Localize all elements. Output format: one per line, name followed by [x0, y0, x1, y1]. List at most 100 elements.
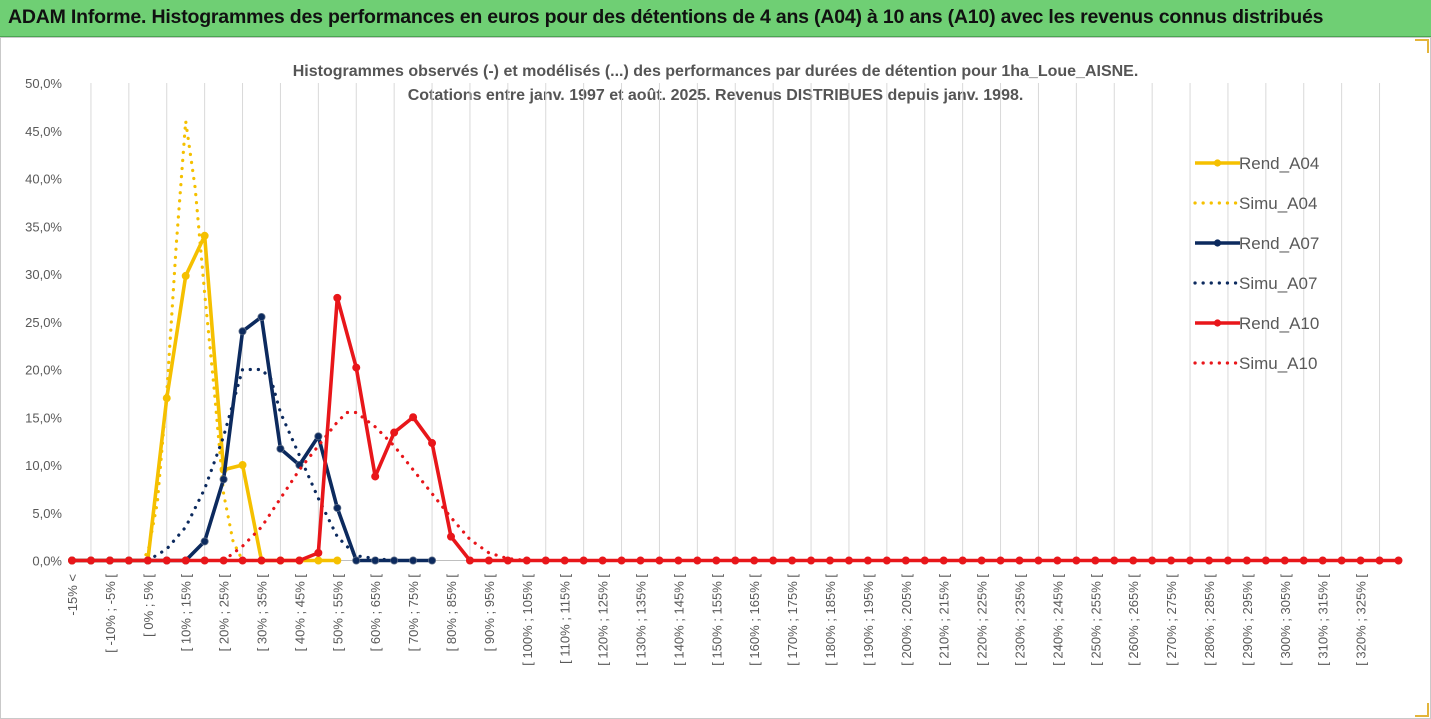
- y-tick-label: 35,0%: [25, 219, 62, 234]
- x-tick-label: [ 70% ; 75% [: [406, 574, 421, 652]
- data-point: [693, 556, 702, 565]
- data-point: [541, 556, 550, 565]
- data-point: [636, 556, 645, 565]
- x-tick-label: [ 240% ; 245% [: [1050, 574, 1065, 666]
- report-title: ADAM Informe. Histogrammes des performan…: [8, 6, 1324, 28]
- data-point: [844, 556, 853, 565]
- grid-layer: [90, 83, 1381, 561]
- data-point: [1034, 556, 1043, 565]
- x-tick-label: [ -10% ; -5% [: [103, 574, 118, 653]
- data-point: [238, 460, 247, 469]
- x-tick-label: [ 190% ; 195% [: [861, 574, 876, 666]
- data-point: [276, 444, 285, 453]
- data-point: [390, 428, 399, 437]
- data-point: [769, 556, 778, 565]
- x-tick-label: [ 320% ; 325% [: [1354, 574, 1369, 666]
- legend-label: Simu_A04: [1239, 194, 1317, 213]
- data-point: [257, 312, 266, 321]
- series-line-simu-a04: [138, 119, 264, 563]
- x-tick-label: [ 160% ; 165% [: [747, 574, 762, 666]
- data-point: [86, 556, 95, 565]
- data-point: [1205, 556, 1214, 565]
- data-point: [1015, 556, 1024, 565]
- x-tick-label: [ 220% ; 225% [: [975, 574, 990, 666]
- corner-mark-bottom-right: [1415, 703, 1429, 717]
- data-point: [352, 363, 361, 372]
- data-point: [314, 432, 323, 441]
- data-point: [200, 537, 209, 546]
- data-point: [428, 556, 437, 565]
- data-point: [1148, 556, 1157, 565]
- chart-title-line-2: Cotations entre janv. 1997 et août. 2025…: [407, 87, 1024, 104]
- x-tick-label: [ 280% ; 285% [: [1202, 574, 1217, 666]
- x-tick-label: [ 300% ; 305% [: [1278, 574, 1293, 666]
- y-tick-label: 10,0%: [25, 458, 62, 473]
- data-point: [1261, 556, 1270, 565]
- data-point: [996, 556, 1005, 565]
- data-point: [560, 556, 569, 565]
- data-point: [655, 556, 664, 565]
- y-tick-label: 20,0%: [25, 363, 62, 378]
- y-tick-label: 0,0%: [32, 554, 62, 569]
- data-point: [428, 439, 437, 448]
- axis-layer: 0,0% 5,0% 10,0% 15,0% 20,0% 25,0% 30,0% 35,0% 40…: [25, 76, 1384, 666]
- data-point: [1110, 556, 1119, 565]
- x-tick-label: -15% <: [65, 574, 80, 616]
- data-point: [712, 556, 721, 565]
- x-tick-label: [ 0% ; 5% [: [141, 574, 156, 637]
- data-point: [238, 327, 247, 336]
- data-point: [68, 556, 77, 565]
- data-point: [1337, 556, 1346, 565]
- data-point: [333, 293, 342, 302]
- y-tick-label: 25,0%: [25, 315, 62, 330]
- data-point: [276, 556, 285, 565]
- chart-title-line-1: Histogrammes observés (-) et modélisés (…: [292, 63, 1139, 80]
- data-point: [409, 556, 418, 565]
- data-point: [598, 556, 607, 565]
- data-point: [446, 532, 455, 541]
- data-point: [1242, 556, 1251, 565]
- legend-label: Rend_A10: [1239, 314, 1319, 333]
- data-point: [1318, 556, 1327, 565]
- data-point: [124, 556, 133, 565]
- data-point: [1394, 556, 1403, 565]
- x-tick-label: [ 230% ; 235% [: [1013, 574, 1028, 666]
- legend-marker: [1213, 159, 1222, 167]
- x-tick-label: [ 120% ; 125% [: [596, 574, 611, 666]
- data-point: [105, 556, 114, 565]
- legend-marker: [1213, 239, 1222, 247]
- data-point: [579, 556, 588, 565]
- data-point: [333, 503, 342, 512]
- data-point: [181, 271, 190, 280]
- x-tick-label: [ 130% ; 135% [: [634, 574, 649, 666]
- data-point: [1356, 556, 1365, 565]
- series-line-rend-a07: [72, 315, 433, 563]
- data-point: [863, 556, 872, 565]
- data-point: [1186, 556, 1195, 565]
- data-point: [617, 556, 626, 565]
- data-point: [958, 556, 967, 565]
- data-point: [314, 548, 323, 557]
- legend-layer: Rend_A04 Simu_A04 Rend_A07 Simu_A07 Rend_A10…: [1193, 154, 1319, 373]
- y-tick-label: 40,0%: [25, 172, 62, 187]
- series-line-simu-a07: [146, 367, 396, 563]
- y-tick-label: 45,0%: [25, 124, 62, 139]
- x-tick-label: [ 150% ; 155% [: [709, 574, 724, 666]
- legend-label: Simu_A07: [1239, 274, 1317, 293]
- data-point: [219, 475, 228, 484]
- data-point: [181, 556, 190, 565]
- y-tick-label: 30,0%: [25, 267, 62, 282]
- data-point: [1072, 556, 1081, 565]
- data-point: [901, 556, 910, 565]
- data-point: [826, 556, 835, 565]
- data-point: [333, 556, 342, 565]
- data-point: [162, 556, 171, 565]
- data-point: [352, 556, 361, 565]
- chart-title: Histogrammes observés (-) et modélisés (…: [0, 60, 1431, 108]
- x-tick-label: [ 290% ; 295% [: [1240, 574, 1255, 666]
- y-tick-label: 50,0%: [25, 76, 62, 91]
- data-point: [750, 556, 759, 565]
- data-point: [465, 556, 474, 565]
- x-tick-label: [ 140% ; 145% [: [671, 574, 686, 666]
